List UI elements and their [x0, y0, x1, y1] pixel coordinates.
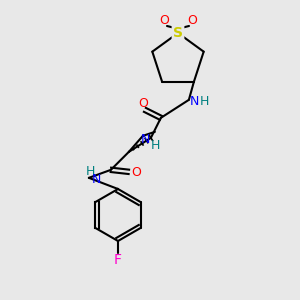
Text: H: H — [151, 139, 160, 152]
Text: S: S — [173, 26, 183, 40]
Text: F: F — [114, 253, 122, 267]
Text: N: N — [92, 173, 102, 186]
Text: O: O — [187, 14, 197, 28]
Text: H: H — [200, 95, 210, 108]
Text: O: O — [131, 166, 141, 179]
Text: N: N — [141, 133, 151, 146]
Text: O: O — [159, 14, 169, 28]
Text: N: N — [190, 95, 200, 108]
Text: O: O — [138, 97, 148, 110]
Text: H: H — [86, 165, 96, 178]
